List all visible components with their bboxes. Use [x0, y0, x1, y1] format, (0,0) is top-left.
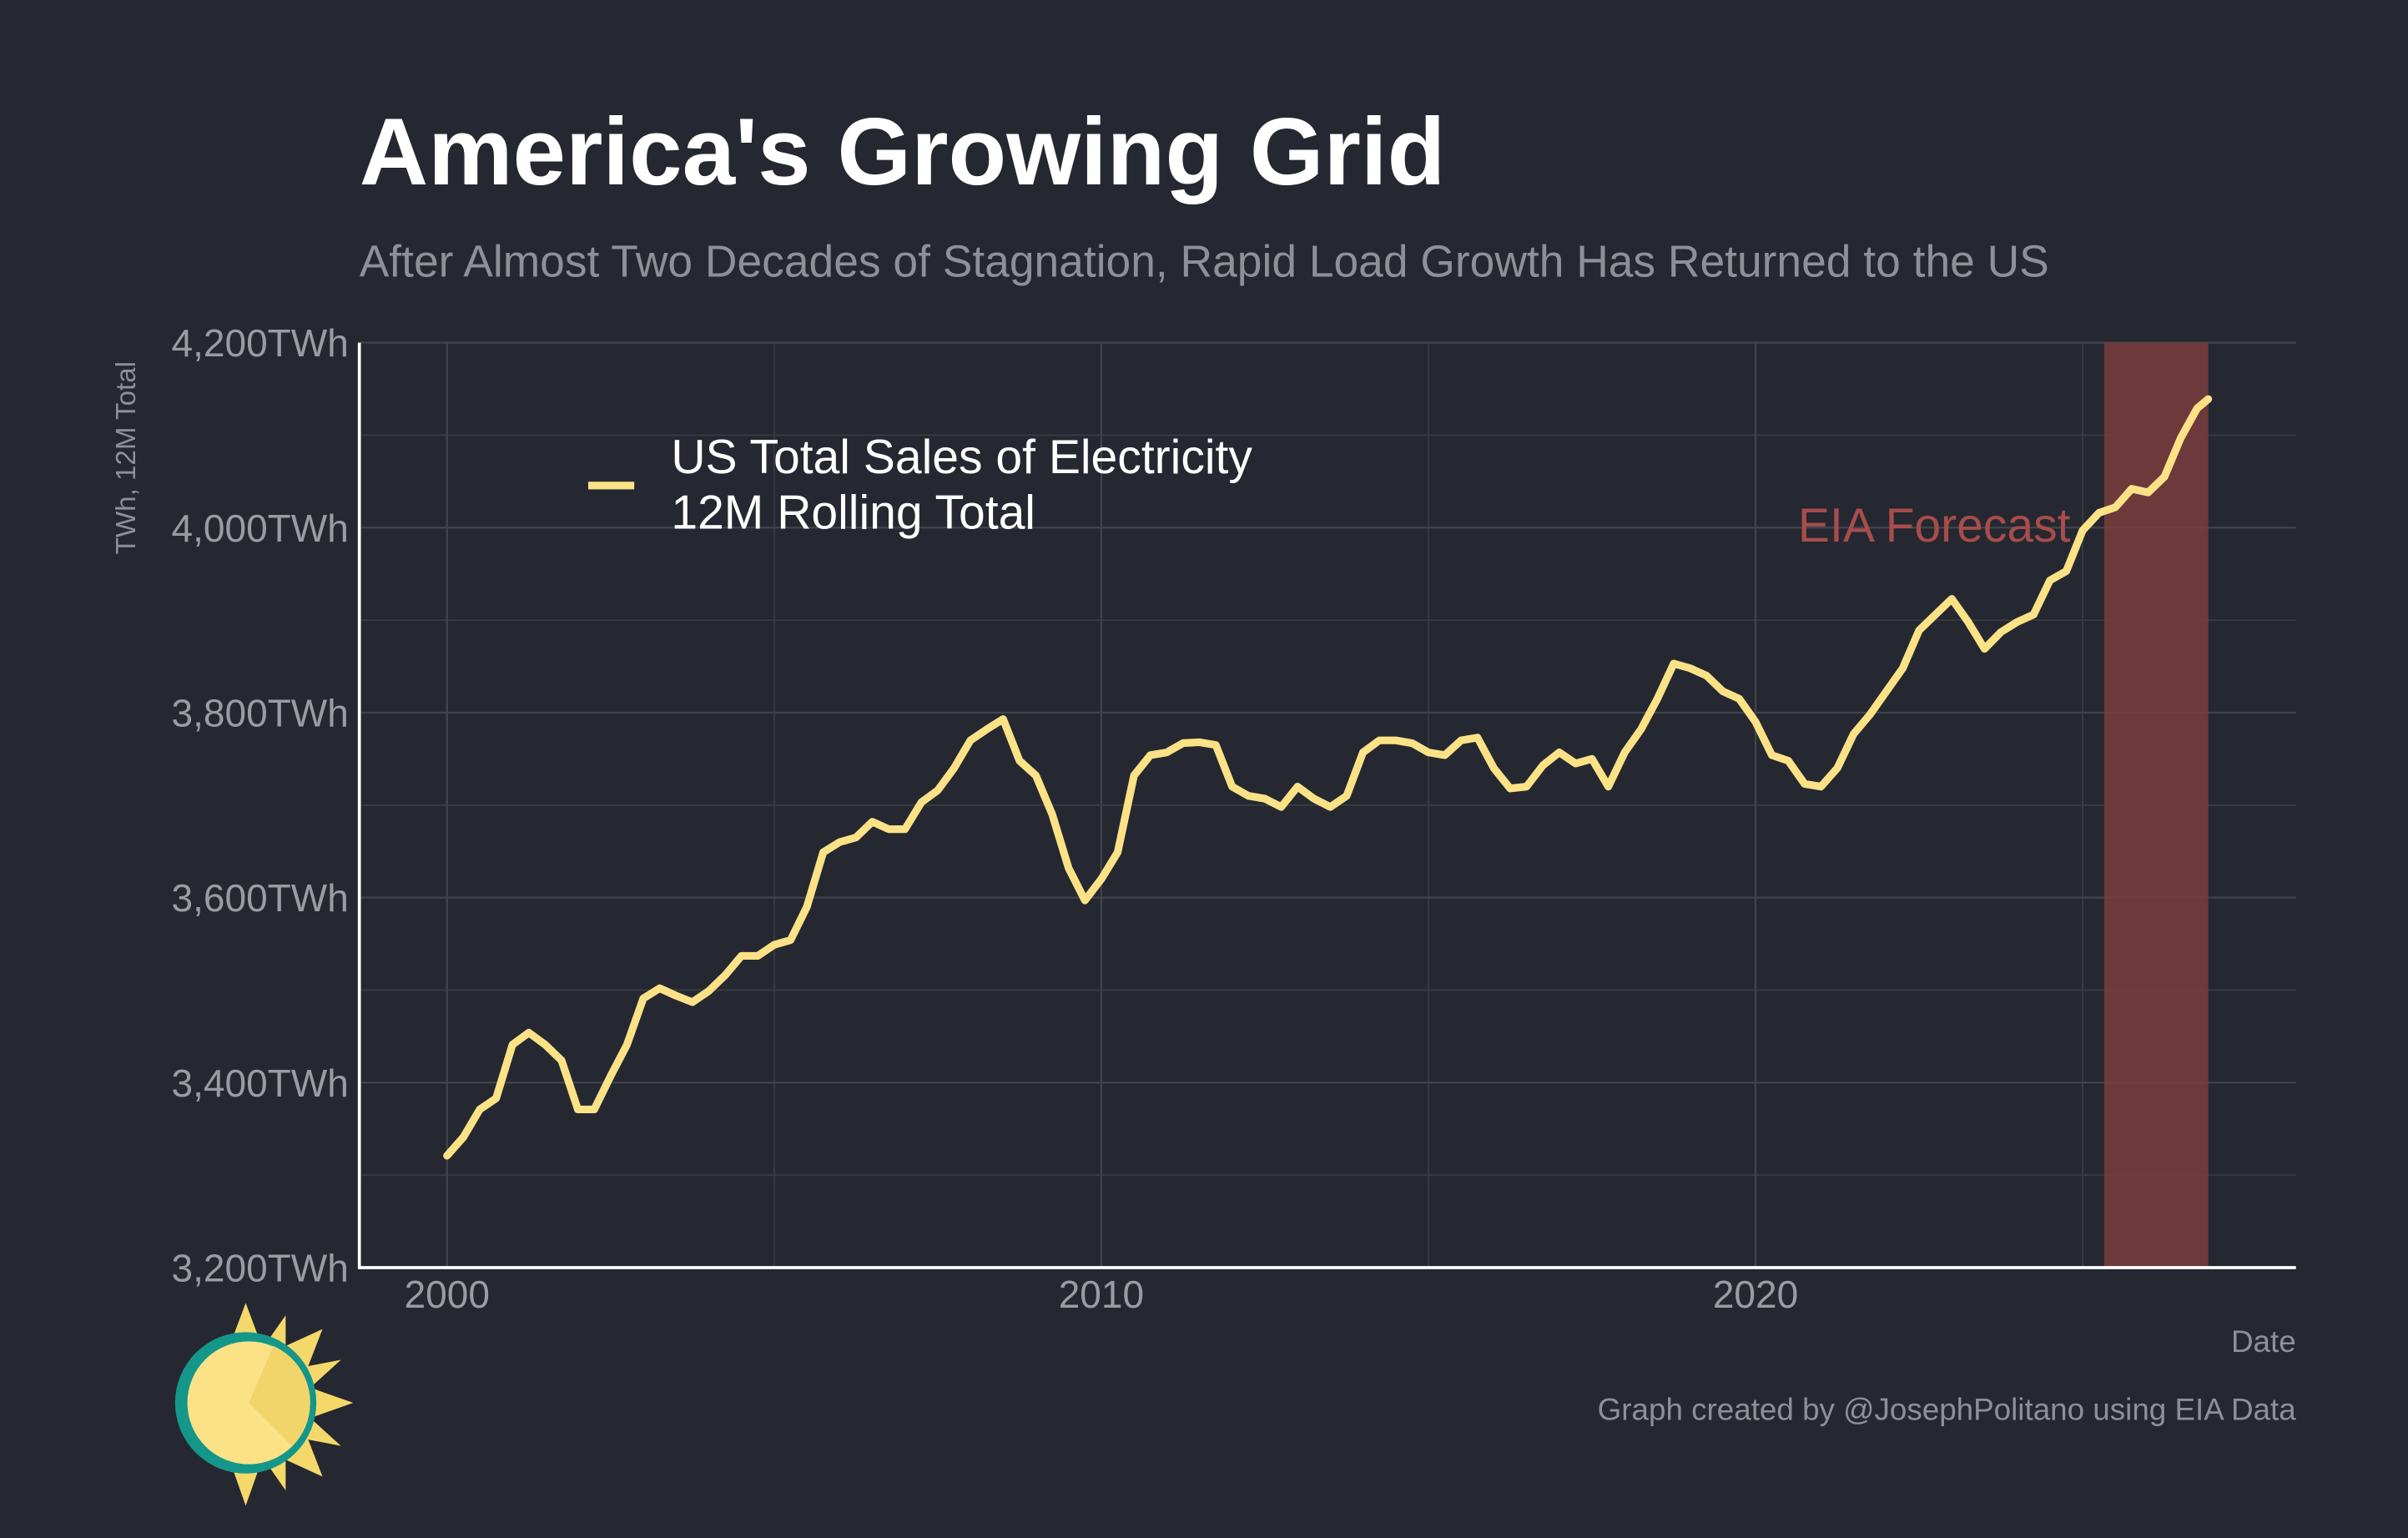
y-tick-label: 3,400TWh [172, 1061, 349, 1105]
chart-title: America's Growing Grid [360, 99, 1446, 205]
y-tick-label: 4,200TWh [172, 321, 349, 365]
x-tick-label: 2020 [1713, 1273, 1798, 1316]
y-tick-label: 4,000TWh [172, 507, 349, 550]
caption: Graph created by @JosephPolitano using E… [1598, 1392, 2297, 1426]
plot-area: 3,200TWh 3,400TWh 3,600TWh 3,800TWh 4,000TWh… [172, 321, 2296, 1316]
sun-logo [174, 1303, 354, 1506]
chart-subtitle: After Almost Two Decades of Stagnation, … [360, 237, 2049, 286]
y-tick-label: 3,600TWh [172, 876, 349, 920]
x-tick-label: 2000 [405, 1273, 490, 1316]
y-tick-label: 3,200TWh [172, 1247, 349, 1290]
y-axis-label: TWh, 12M Total [111, 361, 142, 554]
y-tick-label: 3,800TWh [172, 692, 349, 735]
legend-label: US Total Sales of Electricity 12M Rollin… [671, 430, 1252, 540]
forecast-label: EIA Forecast [1798, 499, 2071, 552]
x-tick-label: 2010 [1059, 1273, 1144, 1316]
x-axis-label: Date [2231, 1324, 2296, 1359]
series-line [443, 395, 2213, 1160]
